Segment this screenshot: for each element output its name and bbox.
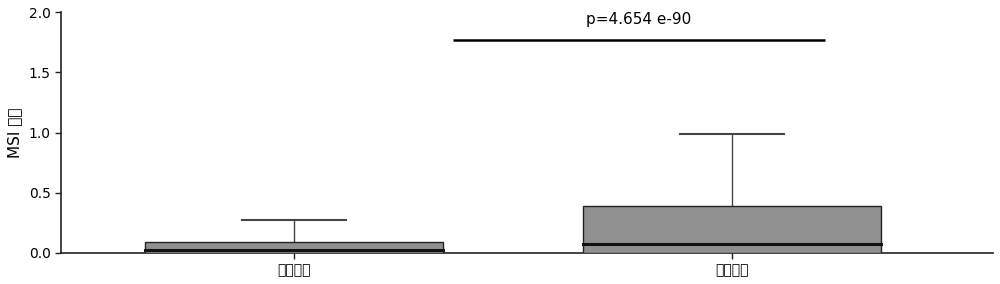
Bar <box>583 206 881 253</box>
Text: p=4.654 e-90: p=4.654 e-90 <box>586 12 692 27</box>
Bar <box>145 242 443 253</box>
Y-axis label: MSI 评分: MSI 评分 <box>7 107 22 158</box>
